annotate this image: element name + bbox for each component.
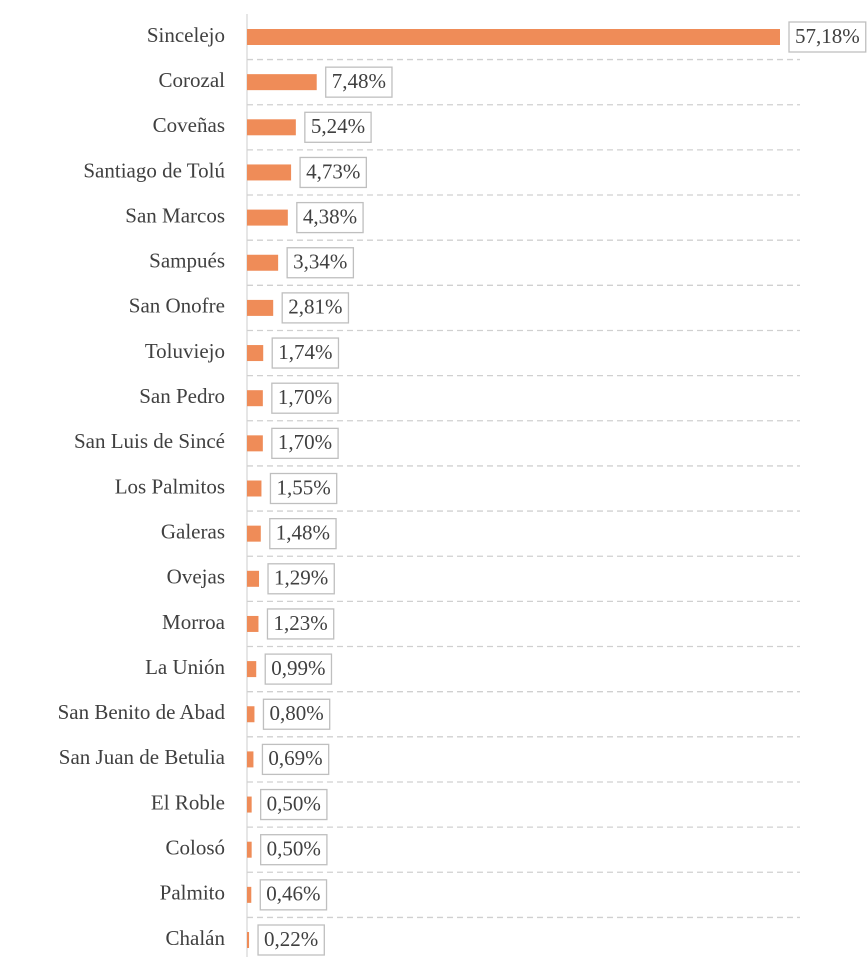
category-label: Coveñas <box>153 113 225 137</box>
bar <box>247 751 254 768</box>
category-label: Toluviejo <box>145 339 225 363</box>
value-label-box <box>257 924 325 956</box>
value-label: 2,81% <box>288 295 342 319</box>
category-label: Galeras <box>161 519 225 543</box>
category-label: San Benito de Abad <box>58 700 226 724</box>
category-label: El Roble <box>151 790 225 814</box>
category-label: Sincelejo <box>147 23 225 47</box>
bar <box>247 390 263 407</box>
value-label: 0,99% <box>271 656 325 680</box>
bar <box>247 209 288 226</box>
category-label: San Juan de Betulia <box>59 745 226 769</box>
bar <box>247 661 257 678</box>
value-label: 0,22% <box>264 927 318 951</box>
bar <box>247 74 317 91</box>
bar <box>247 932 250 948</box>
bar <box>247 796 252 813</box>
category-label: San Marcos <box>125 203 225 227</box>
category-label: La Unión <box>145 655 225 679</box>
bar <box>247 570 260 587</box>
category-label: Palmito <box>160 881 225 905</box>
value-label-box <box>271 382 339 414</box>
category-label: Chalán <box>166 926 226 950</box>
value-label-box <box>281 292 350 324</box>
value-label-box <box>260 834 328 866</box>
value-label-box <box>304 111 372 143</box>
bar <box>247 29 780 45</box>
value-label-box <box>271 427 339 460</box>
value-label: 0,80% <box>269 701 323 725</box>
category-label: Corozal <box>159 68 226 92</box>
value-label: 4,73% <box>306 159 360 183</box>
value-label-box <box>296 201 364 234</box>
bar <box>247 119 296 136</box>
value-label-box <box>286 247 355 279</box>
value-label-box <box>260 788 328 821</box>
bar <box>247 706 255 723</box>
value-label-box <box>788 21 867 53</box>
category-label: Sampués <box>149 249 225 273</box>
value-label: 1,55% <box>276 475 330 499</box>
bar <box>247 615 259 632</box>
category-label: Morroa <box>162 610 226 634</box>
bar <box>247 841 252 858</box>
value-label: 1,70% <box>278 430 332 454</box>
value-label-box <box>262 698 331 730</box>
bar <box>247 299 274 316</box>
value-label: 1,48% <box>276 520 330 544</box>
category-label: San Luis de Sincé <box>74 429 225 453</box>
value-label-box <box>267 563 335 595</box>
bar <box>247 525 261 542</box>
value-label-box <box>299 156 367 189</box>
bar <box>247 480 262 497</box>
category-label: San Pedro <box>139 384 225 408</box>
bar <box>247 886 252 903</box>
bar <box>247 345 264 362</box>
value-label-box <box>264 653 333 685</box>
value-label: 3,34% <box>293 250 347 274</box>
value-label-box <box>271 337 340 369</box>
value-label-box <box>259 879 328 911</box>
value-label: 0,50% <box>267 837 321 861</box>
category-label: San Onofre <box>129 294 225 318</box>
value-label-box <box>269 472 338 505</box>
value-label: 1,70% <box>278 385 332 409</box>
value-label: 0,50% <box>267 791 321 815</box>
category-label: Los Palmitos <box>115 474 225 498</box>
bar <box>247 435 263 452</box>
value-label-box <box>261 743 330 776</box>
category-label: Colosó <box>165 836 225 860</box>
value-label: 7,48% <box>332 69 386 93</box>
value-label: 4,38% <box>303 204 357 228</box>
value-label: 5,24% <box>311 114 365 138</box>
category-label: Ovejas <box>167 565 225 589</box>
value-label-box <box>266 608 335 640</box>
value-label: 1,29% <box>274 566 328 590</box>
bar <box>247 254 279 271</box>
value-label: 1,23% <box>273 611 327 635</box>
bar <box>247 164 292 181</box>
value-label: 0,46% <box>266 882 320 906</box>
value-label: 0,69% <box>268 746 322 770</box>
value-label: 57,18% <box>795 24 860 48</box>
value-label-box <box>325 66 393 98</box>
category-label: Santiago de Tolú <box>83 158 225 182</box>
value-label-box <box>269 518 337 550</box>
value-label: 1,74% <box>278 340 332 364</box>
